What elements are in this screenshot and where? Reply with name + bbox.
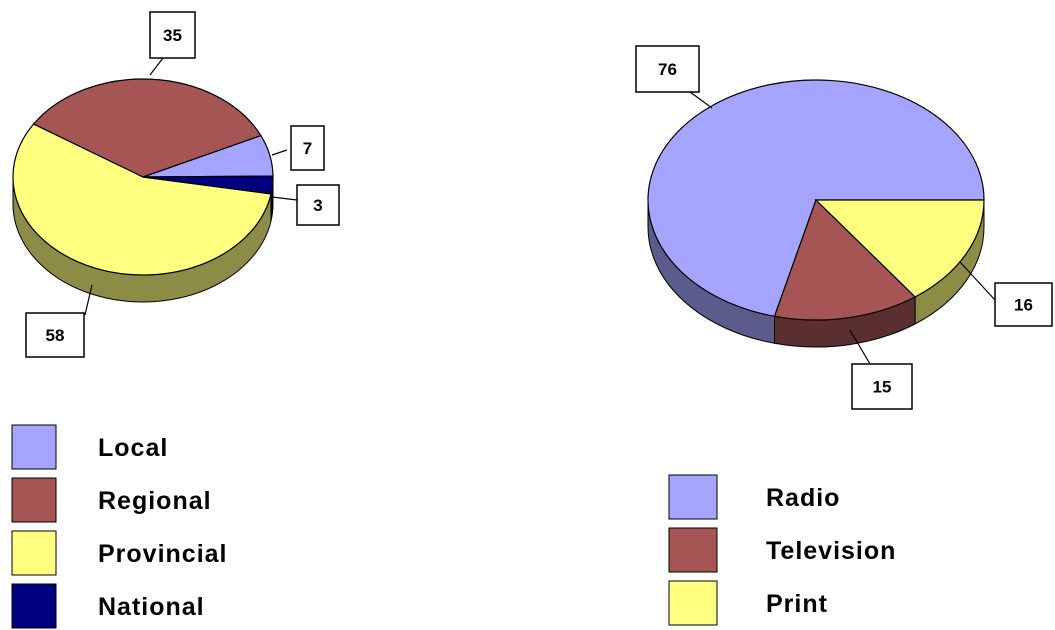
data-label-box-provincial xyxy=(25,312,85,358)
leader-line-local xyxy=(271,149,288,156)
legend-label-television: Television xyxy=(766,537,896,565)
legend-label-local: Local xyxy=(98,434,168,462)
pie-chart-media: 76 15 16 xyxy=(635,45,1053,410)
legend-label-national: National xyxy=(98,593,205,621)
legend-swatch-television xyxy=(668,527,718,573)
legend-label-radio: Radio xyxy=(766,484,840,512)
leader-line-print xyxy=(959,261,996,301)
data-label-box-national xyxy=(296,184,340,226)
data-label-box-television xyxy=(851,363,913,410)
legend-swatch-provincial xyxy=(11,530,57,576)
data-label-regional: 35 xyxy=(163,26,182,45)
leader-line-provincial xyxy=(84,284,93,316)
data-label-box-regional xyxy=(149,11,196,59)
pie-chart-scope: 7 35 58 3 xyxy=(12,11,340,358)
data-label-box-local xyxy=(290,125,325,171)
pie-slice-national xyxy=(142,175,274,195)
leader-line-regional xyxy=(149,57,164,76)
legend-scope: Local Regional Provincial National xyxy=(11,424,228,629)
leader-line-television xyxy=(849,329,871,365)
legend-label-print: Print xyxy=(766,590,828,618)
pie-slice-television xyxy=(773,198,917,321)
legend-label-regional: Regional xyxy=(98,487,212,515)
legend-swatch-print xyxy=(668,580,718,626)
pie-slice-regional xyxy=(32,78,262,178)
leader-line-radio xyxy=(689,91,713,109)
pie-slice-provincial xyxy=(12,123,272,276)
pie-side-walls xyxy=(647,199,985,348)
legend-media: Radio Television Print xyxy=(668,474,896,626)
legend-label-provincial: Provincial xyxy=(98,540,228,568)
data-label-box-radio xyxy=(635,45,700,93)
data-label-television: 15 xyxy=(873,378,892,397)
legend-swatch-radio xyxy=(668,474,718,520)
data-label-radio: 76 xyxy=(658,60,677,79)
data-label-local: 7 xyxy=(303,139,312,158)
legend-swatch-regional xyxy=(11,477,57,523)
pie-slice-print xyxy=(814,199,985,298)
data-label-provincial: 58 xyxy=(46,326,65,345)
data-label-print: 16 xyxy=(1014,296,1033,315)
data-label-national: 3 xyxy=(313,196,322,215)
pie-slice-radio xyxy=(647,79,985,317)
data-label-box-print xyxy=(994,282,1053,327)
legend-swatch-local xyxy=(11,424,57,470)
leader-line-national xyxy=(271,196,298,201)
legend-swatch-national xyxy=(11,583,57,629)
